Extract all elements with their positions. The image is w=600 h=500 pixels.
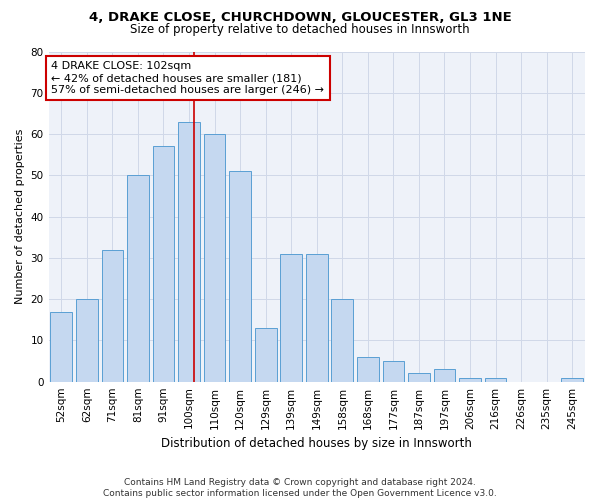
Bar [178,122,200,382]
Bar [101,250,123,382]
Bar [434,370,455,382]
Bar [255,328,277,382]
Bar [229,171,251,382]
Text: Size of property relative to detached houses in Innsworth: Size of property relative to detached ho… [130,22,470,36]
Text: Contains HM Land Registry data © Crown copyright and database right 2024.
Contai: Contains HM Land Registry data © Crown c… [103,478,497,498]
Bar [280,254,302,382]
Bar [562,378,583,382]
Bar [127,176,149,382]
Text: 4, DRAKE CLOSE, CHURCHDOWN, GLOUCESTER, GL3 1NE: 4, DRAKE CLOSE, CHURCHDOWN, GLOUCESTER, … [89,11,511,24]
Y-axis label: Number of detached properties: Number of detached properties [15,129,25,304]
Bar [152,146,175,382]
Bar [204,134,226,382]
X-axis label: Distribution of detached houses by size in Innsworth: Distribution of detached houses by size … [161,437,472,450]
Bar [459,378,481,382]
Text: 4 DRAKE CLOSE: 102sqm
← 42% of detached houses are smaller (181)
57% of semi-det: 4 DRAKE CLOSE: 102sqm ← 42% of detached … [51,62,324,94]
Bar [306,254,328,382]
Bar [357,357,379,382]
Bar [485,378,506,382]
Bar [331,299,353,382]
Bar [50,312,72,382]
Bar [76,299,98,382]
Bar [408,374,430,382]
Bar [383,361,404,382]
